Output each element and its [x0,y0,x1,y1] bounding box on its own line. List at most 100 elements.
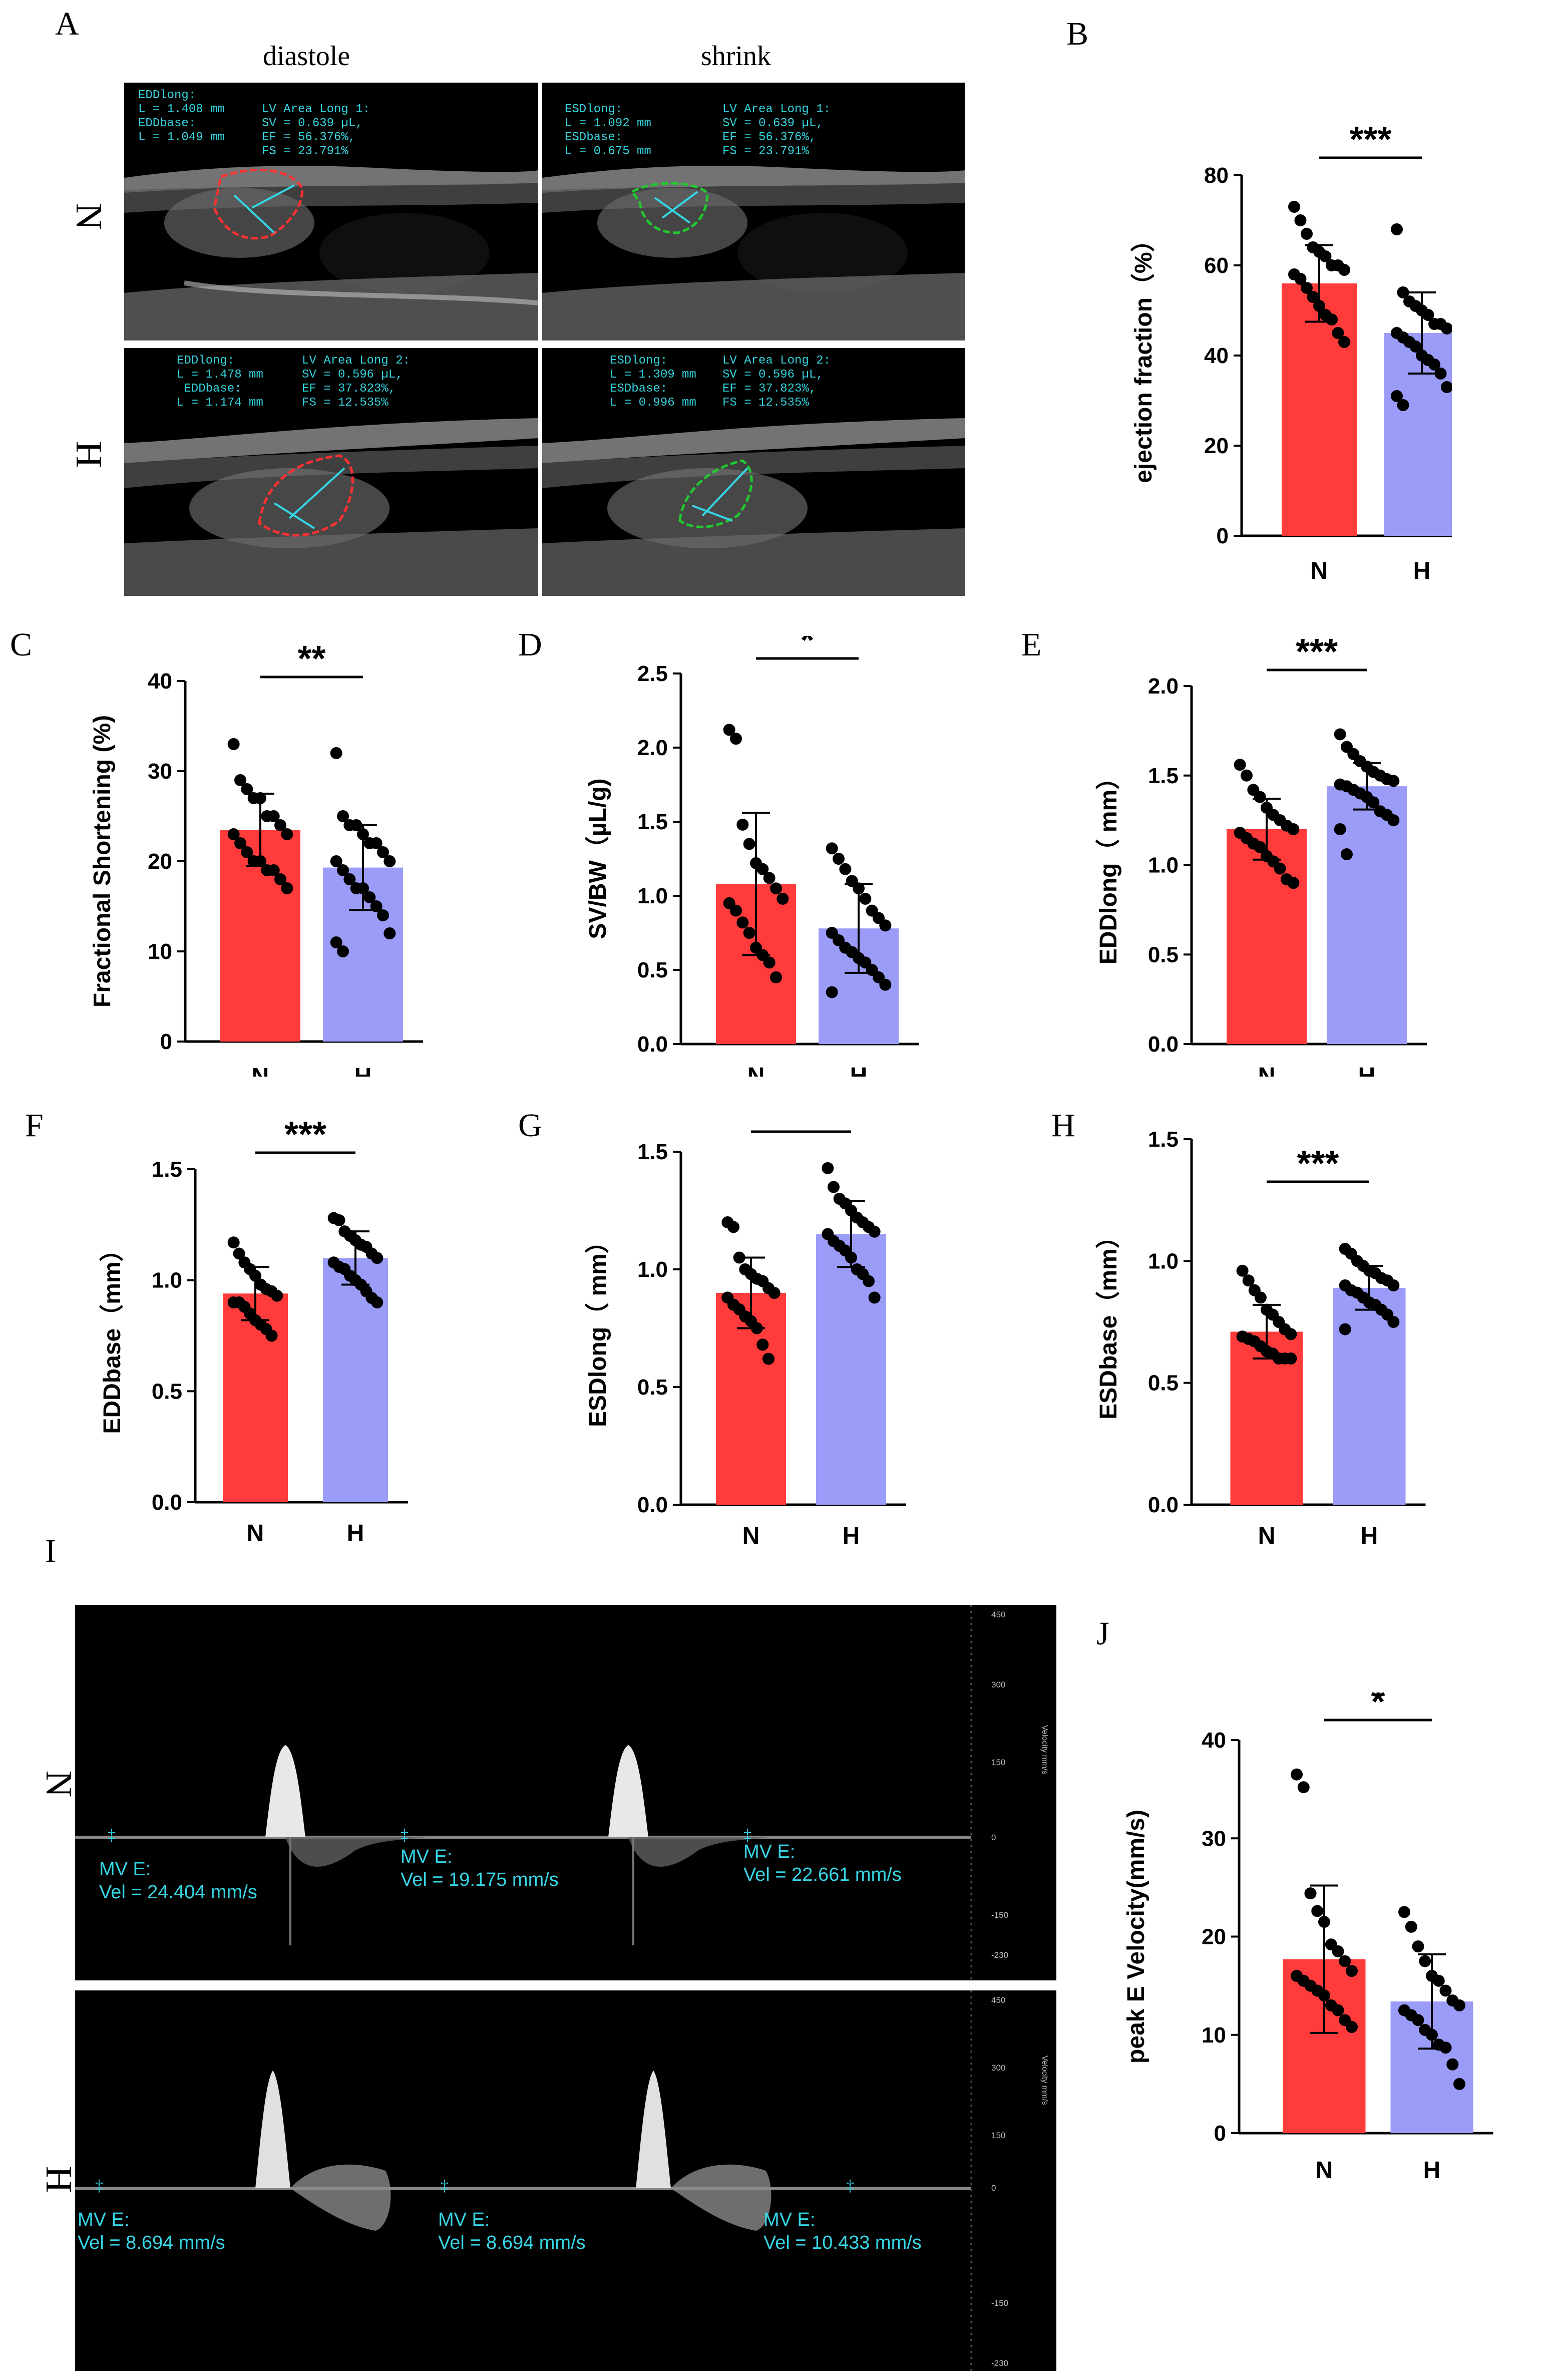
data-point [330,936,342,948]
data-point [879,919,892,932]
y-axis-label: ejection fraction（%） [1130,228,1157,483]
data-point [1338,264,1350,276]
panel-label-d: D [518,626,542,663]
data-point [1426,2028,1438,2041]
data-point [1409,341,1422,353]
data-point [1294,273,1307,285]
data-point [281,882,293,894]
svg-text:‡: ‡ [401,1826,409,1844]
panel-label-c: C [10,626,33,663]
echo-texture [124,418,538,596]
data-point [863,1275,875,1287]
x-tick-label: N [742,1523,760,1547]
data-point [1439,2042,1452,2054]
data-point [1434,368,1447,380]
y-tick-label: 30 [148,759,172,784]
y-tick-label: 0.5 [637,958,668,982]
y-axis-label: EDDbase（mm） [99,1237,126,1434]
data-point [343,873,356,885]
svg-text:‡: ‡ [846,2176,854,2194]
data-point [337,810,349,822]
significance-label: *** [284,1117,326,1155]
y-tick-label: 60 [1204,253,1229,278]
data-point [371,1252,383,1264]
data-point [868,1225,881,1238]
data-point [822,1162,834,1174]
data-point [1242,1274,1255,1287]
data-point [1301,282,1313,294]
data-point [1254,791,1266,803]
data-point [733,1251,745,1264]
data-point [770,971,782,983]
data-point [1391,390,1403,402]
x-tick-label: N [247,1520,264,1547]
y-tick-label: 40 [148,669,172,694]
chart-eddlong: 0.0 0.5 1.0 1.5 2.0 EDDlong（ mm） N H *** [1095,636,1427,1077]
data-point [763,956,776,969]
data-point [1288,201,1300,213]
y-tick-label: 0.5 [152,1379,182,1404]
doppler-measure-3: MV E: Vel = 22.661 mm/s [743,1841,902,1885]
data-point [274,873,286,885]
x-tick-label: N [1316,2157,1333,2184]
significance-label: *** [780,1117,822,1134]
velocity-axis-label: Velocity mm/s [1040,1725,1049,1775]
velocity-tick: -230 [991,1950,1009,1960]
data-point [254,792,266,804]
doppler-waveform: ‡ ‡ ‡ [75,1605,972,1980]
data-point [265,1329,278,1342]
velocity-tick: -150 [991,1910,1009,1920]
data-point [371,1296,383,1308]
y-tick-label: 1.0 [152,1268,182,1293]
data-point [1339,1955,1351,1967]
data-point [1332,2004,1344,2016]
data-point [233,1247,245,1260]
x-tick-label: H [1413,558,1431,584]
data-point [1332,1945,1344,1957]
data-point [1274,862,1286,875]
velocity-tick: -150 [991,2298,1009,2308]
y-tick-label: 2.0 [637,736,668,760]
data-point [1294,214,1307,226]
chart-fractional-shortening: 0 10 20 30 40 Fractional Shortening (%) N H ** [89,639,423,1077]
measure-text-left: ESDlong: L = 1.092 mm ESDbase: L = 0.675… [565,103,651,158]
y-tick-label: 1.5 [1148,764,1179,788]
data-point [879,978,892,991]
x-tick-label: H [1423,2157,1441,2184]
data-point [1311,1905,1324,1917]
data-point [770,882,782,895]
x-tick-label: H [354,1064,372,1077]
data-point [743,838,755,850]
data-point [1301,228,1313,240]
data-point [1332,327,1344,339]
data-point [1241,769,1253,782]
svg-text:‡: ‡ [441,2176,449,2194]
data-point [241,846,253,858]
data-point [1387,1279,1400,1291]
data-point [363,891,376,903]
chart-ejection-fraction: 0 20 40 60 80 ejection fraction（%） N H *** [1130,120,1452,584]
data-point [1313,300,1325,312]
echo-image-h-diastole: EDDlong: L = 1.478 mm EDDbase: L = 1.174… [124,348,538,596]
data-point [839,863,852,875]
data-point [227,738,240,750]
y-tick-label: 1.0 [1148,853,1179,878]
measure-text-right: LV Area Long 1: SV = 0.639 µL, EF = 56.3… [262,103,370,158]
data-point [756,863,769,875]
data-point [1287,823,1300,835]
y-tick-label: 0 [160,1030,172,1054]
data-point [1346,1965,1358,1977]
data-point [1405,1920,1417,1933]
data-point [1287,877,1300,889]
data-point [249,1269,261,1282]
data-point [1334,823,1346,835]
significance-label: *** [1349,120,1391,160]
data-point [330,747,342,759]
y-axis-label: peak E Velocity(mm/s) [1123,1810,1149,2064]
y-tick-label: 2.0 [1148,674,1179,699]
y-tick-label: 0.0 [1148,1032,1179,1057]
data-point [1412,1940,1424,1953]
data-point [357,882,369,894]
data-point [1387,1316,1400,1328]
data-point [730,904,742,917]
